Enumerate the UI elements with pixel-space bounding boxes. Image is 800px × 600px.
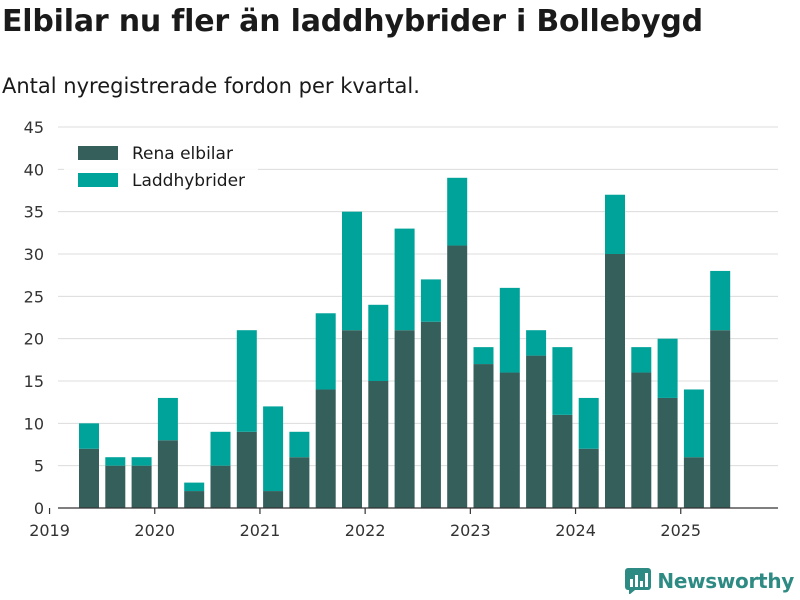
bar-laddhybrider bbox=[420, 279, 441, 322]
x-axis: 2019 2020 2021 2022 2023 2024 2025 bbox=[29, 507, 778, 540]
bar-rena-elbilar bbox=[289, 457, 310, 508]
y-tick-label: 20 bbox=[24, 330, 44, 349]
bar-laddhybrider bbox=[368, 304, 389, 381]
bar-rena-elbilar bbox=[631, 372, 652, 508]
y-tick-label: 25 bbox=[24, 287, 44, 306]
y-tick-label: 0 bbox=[34, 499, 44, 518]
chart-title: Elbilar nu fler än laddhybrider i Bolleb… bbox=[2, 4, 703, 39]
bar-laddhybrider bbox=[184, 482, 205, 492]
bar-laddhybrider bbox=[526, 330, 547, 356]
bar-laddhybrider bbox=[552, 347, 573, 415]
x-tick-label: 2019 bbox=[29, 521, 70, 540]
bar-rena-elbilar bbox=[473, 364, 494, 508]
y-tick-label: 10 bbox=[24, 414, 44, 433]
bar-rena-elbilar bbox=[236, 431, 257, 508]
bar-rena-elbilar bbox=[263, 491, 284, 508]
bar-rena-elbilar bbox=[210, 465, 231, 508]
bar-rena-elbilar bbox=[710, 330, 731, 508]
bar-rena-elbilar bbox=[499, 372, 520, 508]
bar-rena-elbilar bbox=[105, 465, 126, 508]
bar-laddhybrider bbox=[710, 270, 731, 331]
bar-rena-elbilar bbox=[131, 465, 152, 508]
bars bbox=[79, 177, 731, 509]
bar-laddhybrider bbox=[657, 338, 678, 398]
newsworthy-logo-icon bbox=[625, 568, 652, 594]
bar-laddhybrider bbox=[394, 228, 415, 331]
legend-swatch bbox=[78, 146, 118, 160]
x-tick-label: 2020 bbox=[134, 521, 175, 540]
bar-rena-elbilar bbox=[605, 254, 625, 508]
bar-laddhybrider bbox=[263, 406, 284, 492]
bar-rena-elbilar bbox=[657, 397, 678, 508]
x-tick-label: 2025 bbox=[660, 521, 701, 540]
y-axis-ticks: 0 5 10 15 20 25 30 35 40 45 bbox=[24, 118, 44, 518]
bar-rena-elbilar bbox=[315, 389, 336, 508]
bar-laddhybrider bbox=[631, 347, 652, 373]
bar-laddhybrider bbox=[210, 431, 231, 466]
y-tick-label: 40 bbox=[24, 160, 44, 179]
bar-rena-elbilar bbox=[552, 414, 573, 508]
bar-rena-elbilar bbox=[157, 440, 178, 508]
bar-rena-elbilar bbox=[394, 330, 415, 508]
x-tick-label: 2024 bbox=[555, 521, 596, 540]
bar-laddhybrider bbox=[342, 211, 362, 331]
bar-laddhybrider bbox=[131, 457, 152, 466]
brand-name: Newsworthy bbox=[657, 569, 794, 593]
bar-rena-elbilar bbox=[79, 448, 99, 508]
bar-laddhybrider bbox=[447, 177, 468, 246]
legend-label: Laddhybrider bbox=[132, 171, 245, 191]
bar-laddhybrider bbox=[473, 347, 494, 365]
x-tick-label: 2023 bbox=[450, 521, 491, 540]
bar-rena-elbilar bbox=[526, 355, 547, 508]
bar-rena-elbilar bbox=[184, 491, 205, 508]
legend-swatch bbox=[78, 173, 118, 187]
x-tick-label: 2022 bbox=[345, 521, 386, 540]
bar-laddhybrider bbox=[79, 423, 99, 449]
y-tick-label: 35 bbox=[24, 203, 44, 222]
bar-laddhybrider bbox=[605, 194, 625, 254]
bar-laddhybrider bbox=[499, 287, 520, 373]
y-tick-label: 15 bbox=[24, 372, 44, 391]
bar-laddhybrider bbox=[578, 397, 599, 449]
legend-label: Rena elbilar bbox=[132, 144, 233, 164]
x-tick-label: 2021 bbox=[240, 521, 281, 540]
y-tick-label: 30 bbox=[24, 245, 44, 264]
bar-laddhybrider bbox=[105, 457, 126, 466]
bar-laddhybrider bbox=[289, 431, 310, 458]
bar-rena-elbilar bbox=[447, 245, 468, 509]
bar-rena-elbilar bbox=[683, 457, 704, 508]
bar-laddhybrider bbox=[683, 389, 704, 458]
y-tick-label: 45 bbox=[24, 118, 44, 137]
bar-rena-elbilar bbox=[420, 321, 441, 508]
legend: Rena elbilar Laddhybrider bbox=[64, 138, 258, 198]
bar-rena-elbilar bbox=[578, 448, 599, 508]
y-tick-label: 5 bbox=[34, 457, 44, 476]
brand-logo: Newsworthy bbox=[625, 566, 794, 596]
bar-laddhybrider bbox=[157, 397, 178, 441]
chart-subtitle: Antal nyregistrerade fordon per kvartal. bbox=[2, 74, 420, 98]
bar-laddhybrider bbox=[315, 313, 336, 390]
bar-laddhybrider bbox=[236, 330, 257, 432]
bar-rena-elbilar bbox=[368, 381, 389, 508]
bar-rena-elbilar bbox=[342, 330, 362, 508]
